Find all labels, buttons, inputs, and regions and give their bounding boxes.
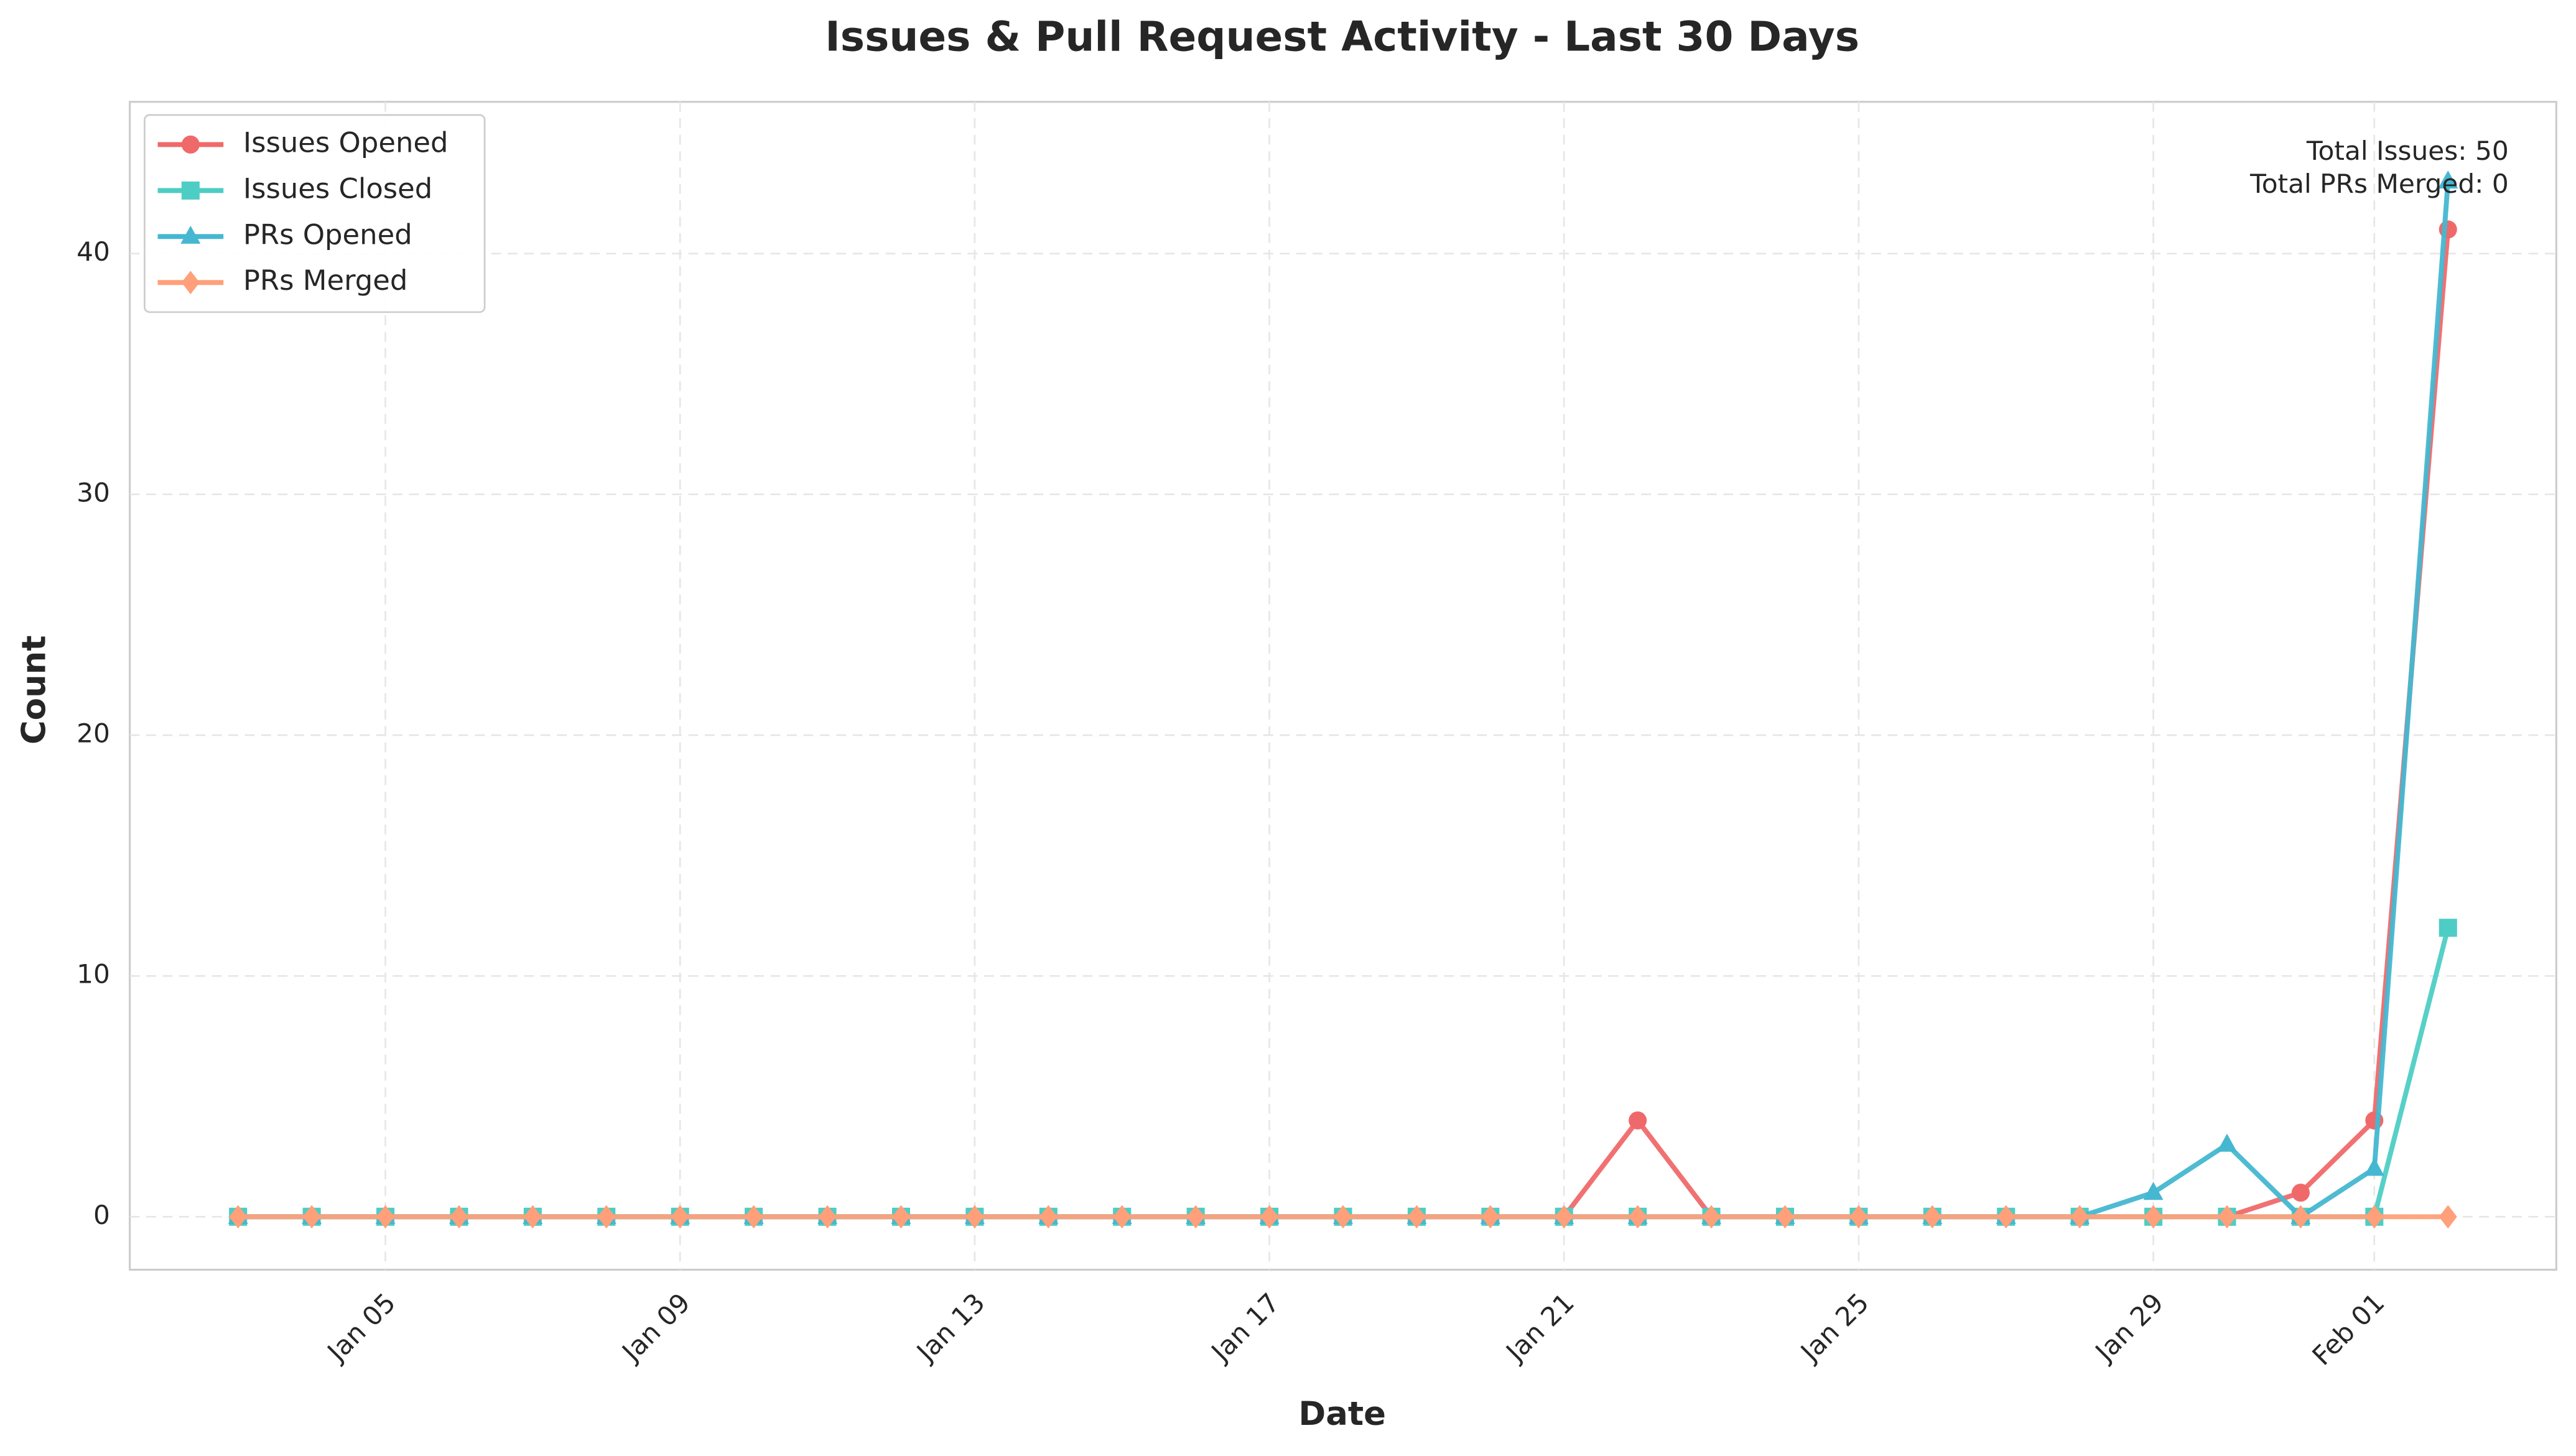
marker xyxy=(1997,1205,2016,1229)
marker xyxy=(1775,1205,1795,1229)
legend-box xyxy=(144,114,486,313)
marker xyxy=(1555,1205,1573,1229)
x-axis-label: Date xyxy=(1298,1395,1385,1433)
marker xyxy=(2143,1182,2164,1200)
marker xyxy=(1481,1205,1500,1229)
marker xyxy=(1849,1205,1868,1229)
y-tick-label: 10 xyxy=(77,959,110,990)
legend-label: PRs Opened xyxy=(243,218,412,251)
marker xyxy=(2438,170,2458,189)
y-axis-label: Count xyxy=(16,636,53,744)
marker xyxy=(2365,1205,2384,1229)
marker xyxy=(2364,1157,2384,1176)
marker xyxy=(180,225,201,244)
marker xyxy=(965,1205,984,1229)
marker xyxy=(1629,1205,1647,1229)
marker xyxy=(745,1205,763,1229)
marker xyxy=(891,1205,910,1229)
annotation: Total Issues: 50 xyxy=(2306,136,2509,166)
annotation: Total PRs Merged: 0 xyxy=(2249,169,2509,199)
marker xyxy=(2217,1133,2237,1152)
marker xyxy=(2439,919,2457,937)
marker xyxy=(302,1205,321,1229)
marker xyxy=(450,1205,468,1229)
legend-label: Issues Closed xyxy=(243,172,432,205)
marker xyxy=(2144,1205,2163,1229)
marker xyxy=(523,1205,542,1229)
x-tick-label: Jan 17 xyxy=(1204,1287,1285,1368)
marker xyxy=(1629,1111,1647,1129)
marker xyxy=(2291,1184,2310,1202)
legend-label: PRs Merged xyxy=(243,264,407,297)
x-tick-label: Jan 09 xyxy=(615,1287,696,1368)
x-tick-label: Jan 21 xyxy=(1499,1287,1580,1368)
marker xyxy=(1186,1205,1205,1229)
x-tick-label: Jan 29 xyxy=(2088,1287,2169,1368)
marker xyxy=(2218,1205,2236,1229)
marker xyxy=(181,135,200,154)
x-tick-label: Jan 05 xyxy=(320,1287,401,1368)
marker xyxy=(2439,1205,2457,1229)
y-tick-label: 20 xyxy=(77,718,110,748)
legend: Issues Opened Issues Closed PRs Opened PRs … xyxy=(144,114,486,313)
marker xyxy=(2070,1205,2089,1229)
x-tick-label: Jan 13 xyxy=(909,1287,990,1368)
y-tick-label: 30 xyxy=(77,477,110,508)
marker xyxy=(376,1205,395,1229)
marker xyxy=(229,1205,248,1229)
marker xyxy=(1923,1205,1941,1229)
marker xyxy=(2291,1205,2310,1229)
marker xyxy=(597,1205,616,1229)
series-layer xyxy=(228,170,2458,1229)
x-tick-label: Jan 25 xyxy=(1793,1287,1874,1368)
marker xyxy=(181,181,200,200)
plot-area xyxy=(129,101,2557,1271)
marker xyxy=(1039,1205,1058,1229)
x-tick-label: Feb 01 xyxy=(2307,1287,2391,1371)
marker xyxy=(1260,1205,1279,1229)
chart-title: Issues & Pull Request Activity - Last 30… xyxy=(825,12,1859,60)
y-tick-label: 40 xyxy=(77,236,110,267)
legend-label: Issues Opened xyxy=(243,126,449,159)
y-tick-label: 0 xyxy=(93,1200,110,1230)
marker xyxy=(181,271,200,295)
